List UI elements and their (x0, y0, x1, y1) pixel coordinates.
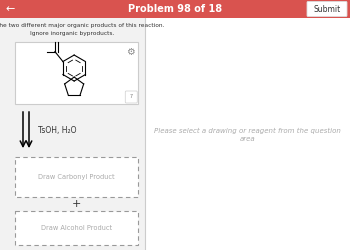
Text: Submit: Submit (313, 4, 341, 14)
Text: Problem 98 of 18: Problem 98 of 18 (128, 4, 222, 14)
FancyBboxPatch shape (307, 2, 347, 16)
Text: ⚙: ⚙ (126, 47, 135, 57)
Text: Draw Alcohol Product: Draw Alcohol Product (41, 225, 112, 231)
Text: ←: ← (6, 4, 15, 14)
Text: Draw Carbonyl Product: Draw Carbonyl Product (38, 174, 115, 180)
FancyBboxPatch shape (125, 91, 137, 103)
Text: +: + (72, 199, 81, 209)
Text: Ignore inorganic byproducts.: Ignore inorganic byproducts. (30, 30, 115, 36)
Bar (0, 0, 350, 18)
Bar (15, 42, 138, 104)
Bar (0, 18, 145, 250)
Text: TsOH, H₂O: TsOH, H₂O (38, 126, 76, 134)
Text: Please select a drawing or reagent from the question area: Please select a drawing or reagent from … (154, 128, 341, 142)
Bar (15, 157, 138, 197)
Text: 7: 7 (130, 94, 133, 100)
Text: Draw the two different major organic products of this reaction.: Draw the two different major organic pro… (0, 24, 165, 28)
Bar (15, 211, 138, 245)
